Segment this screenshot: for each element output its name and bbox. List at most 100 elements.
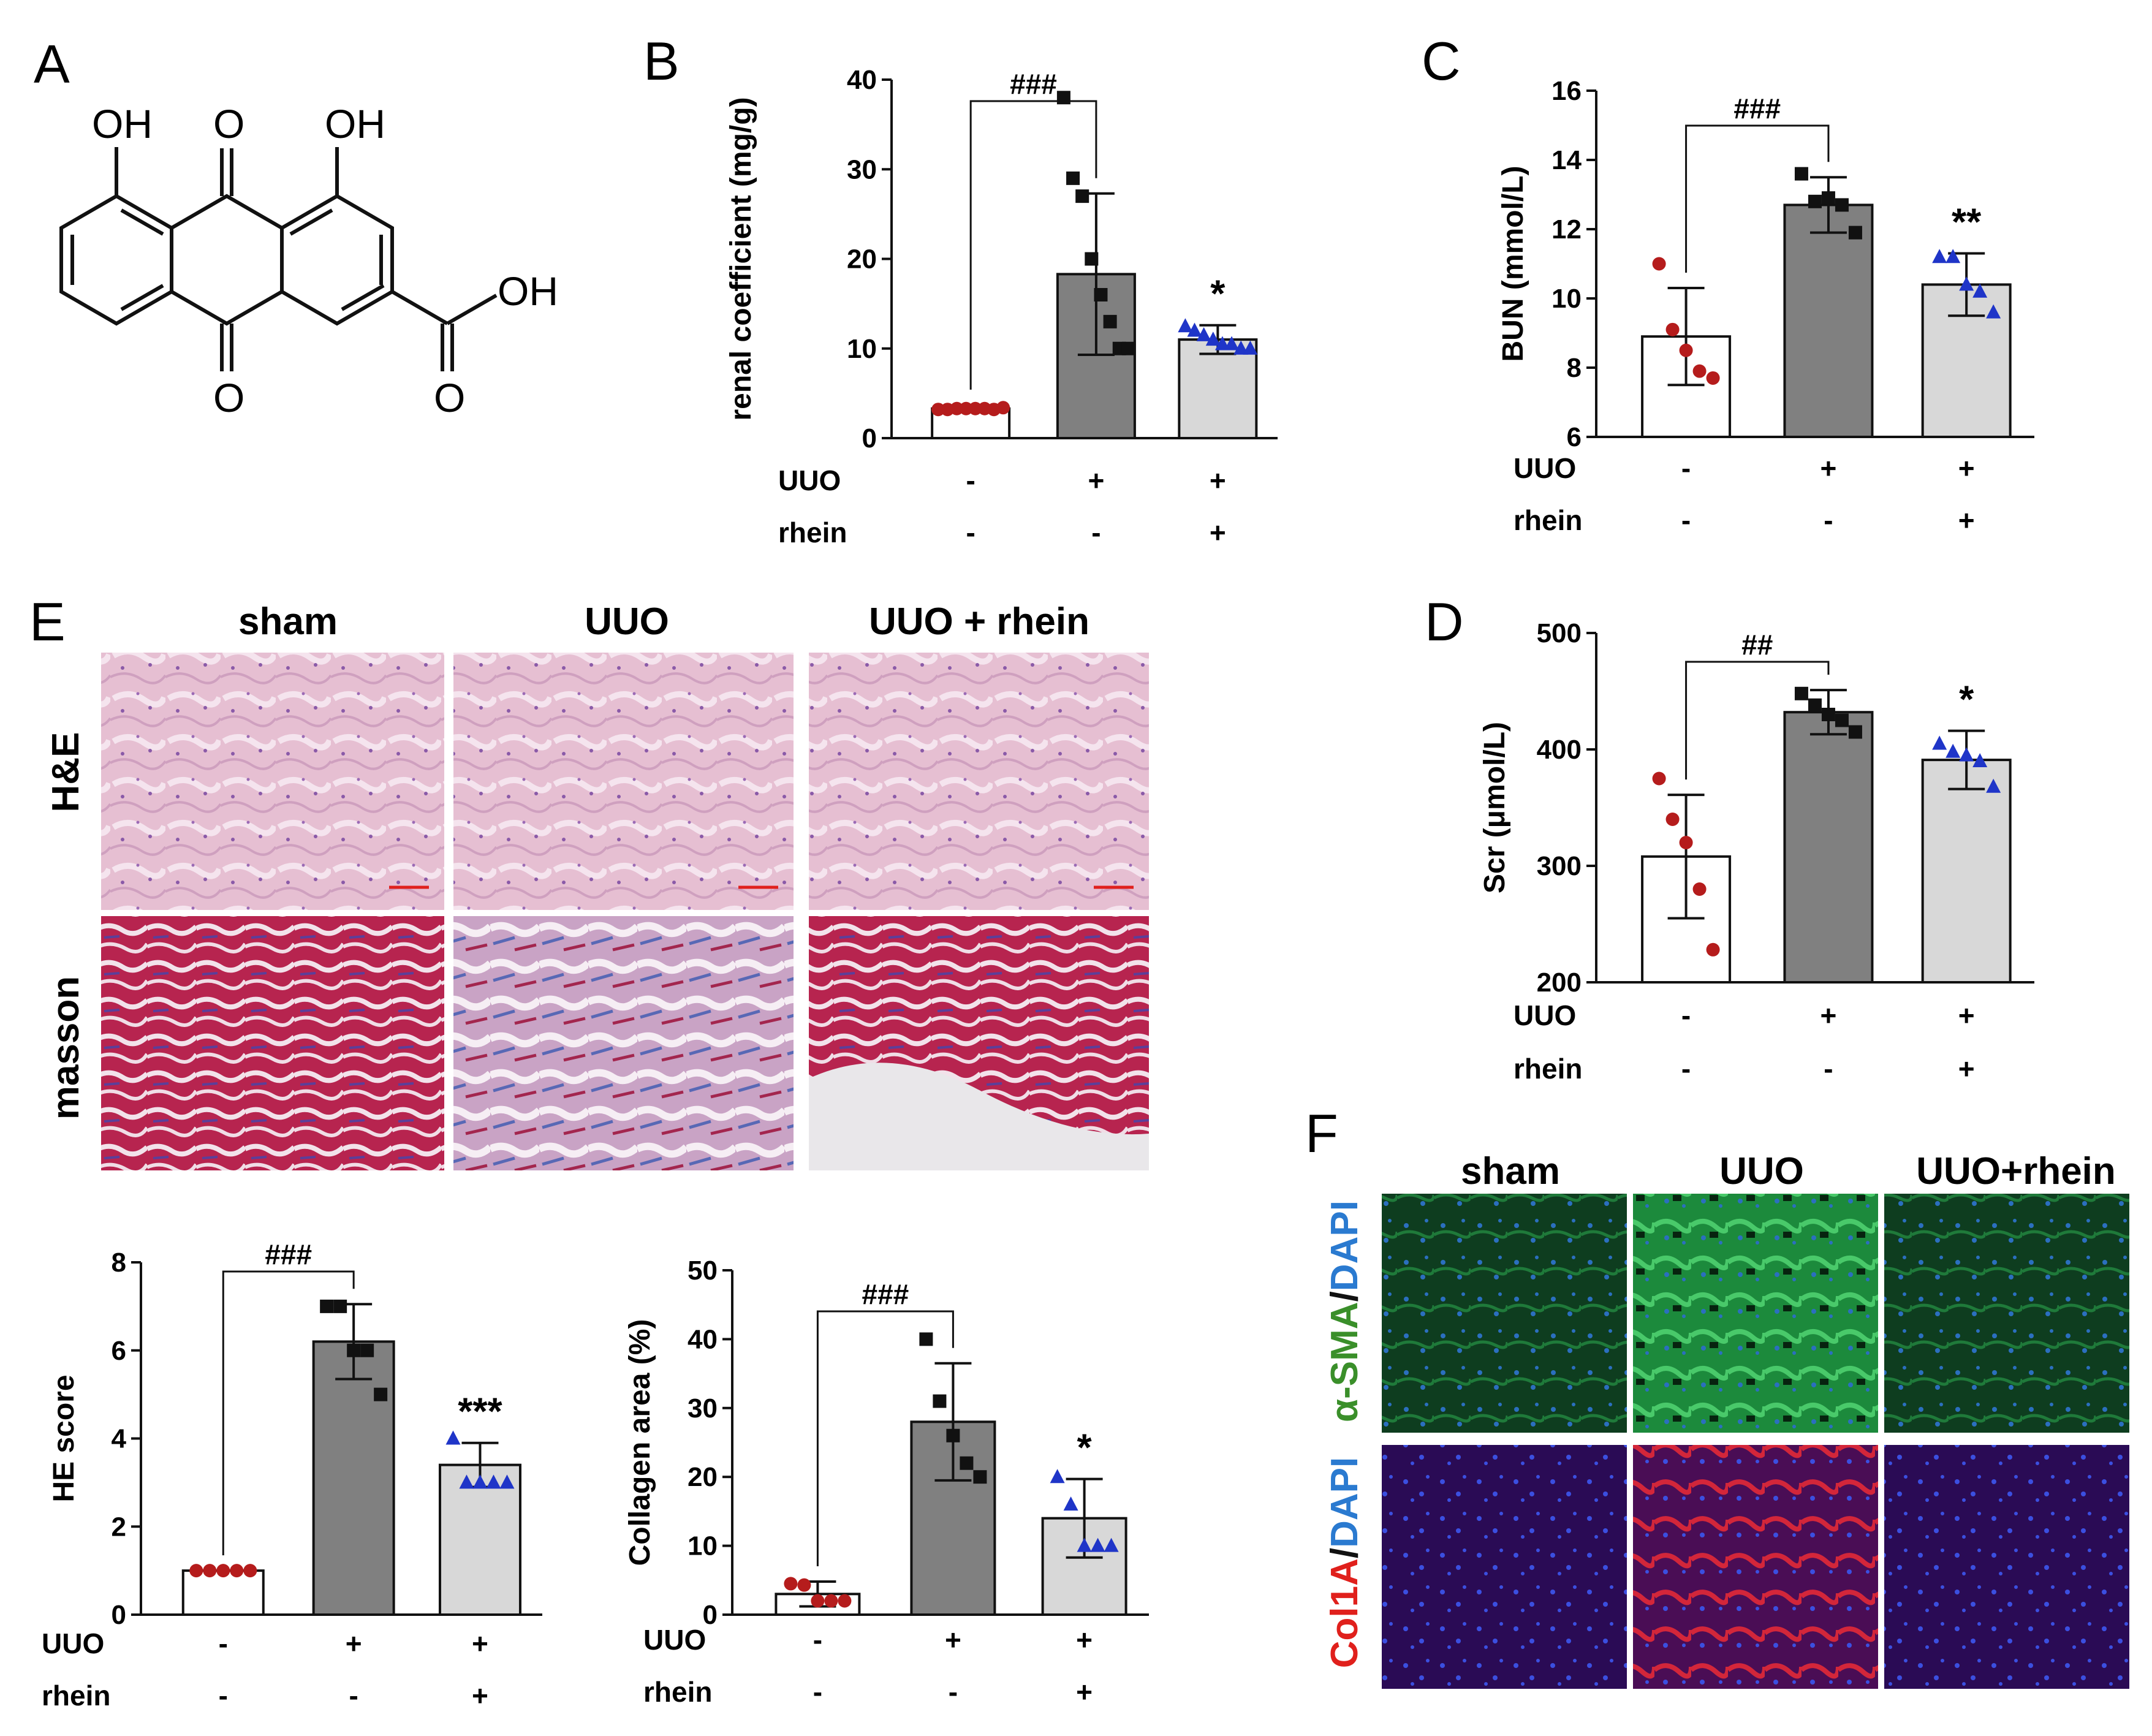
data-point bbox=[1063, 1496, 1078, 1511]
chart-scr: 200 300 400 500 Scr (μmol/L) ## * UUO rhein - + + - -… bbox=[1479, 618, 2034, 1085]
condition-label-uuo: UUO bbox=[1514, 999, 1576, 1031]
data-point bbox=[946, 1428, 960, 1442]
condition-rhein-value: + bbox=[1076, 1676, 1093, 1708]
data-point bbox=[1085, 252, 1099, 266]
chart-he-score: 0 2 4 6 8 HE score ### *** UUO rhein - + + - - + bbox=[42, 1238, 542, 1711]
data-point bbox=[1946, 743, 1961, 758]
data-point bbox=[1794, 167, 1808, 181]
data-point bbox=[950, 401, 964, 415]
data-point bbox=[1706, 942, 1720, 957]
data-point bbox=[1692, 364, 1707, 378]
data-point bbox=[1652, 257, 1666, 271]
data-point bbox=[1986, 304, 2001, 319]
chart-renal-coefficient: 0 10 20 30 40 renal coefficient (mg/g) ### * UUO… bbox=[725, 65, 1278, 548]
condition-uuo-value: + bbox=[346, 1628, 362, 1659]
masson-images bbox=[101, 916, 1149, 1170]
y-tick-label: 0 bbox=[703, 1600, 718, 1630]
data-point bbox=[838, 1594, 852, 1608]
data-point bbox=[1932, 249, 1947, 263]
significance-bracket bbox=[1685, 124, 1830, 273]
data-point bbox=[1103, 314, 1117, 328]
data-point bbox=[1835, 713, 1849, 727]
if-col-uuo-rhein: UUO+rhein bbox=[1916, 1150, 2116, 1192]
y-tick-label: 8 bbox=[112, 1248, 126, 1278]
y-tick-label: 200 bbox=[1537, 968, 1582, 998]
y-tick-label: 4 bbox=[112, 1424, 127, 1454]
significance-label-rhein: * bbox=[1077, 1427, 1093, 1469]
data-point bbox=[1679, 836, 1693, 849]
condition-rhein-value: - bbox=[949, 1676, 958, 1708]
data-point bbox=[1665, 322, 1680, 336]
if-images bbox=[1382, 1194, 2129, 1689]
y-tick-label: 0 bbox=[112, 1600, 126, 1630]
data-point bbox=[1075, 189, 1089, 203]
y-axis-title: Scr (μmol/L) bbox=[1479, 722, 1511, 893]
data-point bbox=[459, 1474, 474, 1489]
condition-uuo-value: + bbox=[1076, 1624, 1093, 1656]
y-tick-label: 0 bbox=[862, 423, 877, 453]
y-tick-label: 500 bbox=[1537, 618, 1582, 648]
data-point bbox=[1205, 332, 1221, 346]
mol-oh-acid: OH bbox=[498, 268, 558, 314]
data-point bbox=[1821, 191, 1835, 205]
condition-label-rhein: rhein bbox=[643, 1676, 712, 1708]
y-tick-label: 300 bbox=[1537, 851, 1582, 881]
condition-rhein-value: + bbox=[1958, 504, 1975, 536]
mol-o-top: O bbox=[213, 101, 244, 146]
data-point bbox=[230, 1564, 244, 1578]
mol-oh-left: OH bbox=[92, 101, 153, 146]
y-tick-label: 400 bbox=[1537, 735, 1582, 765]
data-point bbox=[996, 401, 1010, 415]
he-image-sham bbox=[101, 653, 444, 910]
histology-col-uuo-rhein: UUO + rhein bbox=[869, 601, 1089, 643]
condition-uuo-value: + bbox=[1820, 999, 1837, 1031]
panel-e-label: E bbox=[29, 591, 66, 652]
data-point bbox=[1986, 778, 2001, 793]
y-axis-title: Collagen area (%) bbox=[624, 1319, 656, 1566]
bar-UUO+rhein bbox=[1921, 759, 2012, 984]
significance-bracket bbox=[222, 1270, 355, 1556]
he-image-uuo-rhein bbox=[809, 653, 1149, 910]
data-point bbox=[931, 403, 945, 417]
y-tick-label: 6 bbox=[112, 1336, 126, 1366]
significance-label-uuo: ### bbox=[1733, 93, 1781, 124]
panel-c-label: C bbox=[1422, 31, 1461, 91]
significance-bracket bbox=[816, 1310, 954, 1567]
data-point bbox=[445, 1430, 461, 1445]
y-tick-label: 14 bbox=[1551, 145, 1582, 175]
y-tick-label: 12 bbox=[1551, 214, 1582, 244]
panel-a-label: A bbox=[34, 34, 70, 94]
histology-row-he: H&E bbox=[45, 732, 87, 813]
data-point bbox=[1932, 735, 1947, 750]
data-point bbox=[1090, 1537, 1105, 1552]
bar-UUO+rhein bbox=[1178, 338, 1258, 439]
condition-label-rhein: rhein bbox=[42, 1680, 110, 1711]
data-point bbox=[1706, 371, 1720, 385]
y-tick-label: 20 bbox=[847, 244, 877, 275]
data-point bbox=[1196, 327, 1211, 341]
data-point bbox=[1808, 194, 1822, 208]
condition-rhein-value: - bbox=[966, 517, 975, 548]
data-point bbox=[1652, 771, 1666, 786]
y-tick-label: 30 bbox=[688, 1393, 718, 1423]
condition-uuo-value: + bbox=[472, 1628, 488, 1659]
data-point bbox=[216, 1564, 230, 1578]
data-point bbox=[1835, 198, 1849, 212]
data-point bbox=[1959, 276, 1974, 291]
chart-bun: 6 8 10 12 14 16 BUN (mmol/L) ### ** UUO rhein - + + - -… bbox=[1497, 76, 2034, 536]
data-point bbox=[1066, 171, 1080, 185]
condition-rhein-value: - bbox=[1681, 504, 1691, 536]
data-point bbox=[1665, 813, 1680, 826]
condition-uuo-value: + bbox=[1088, 464, 1104, 496]
if-col-sham: sham bbox=[1461, 1150, 1560, 1192]
y-tick-label: 50 bbox=[688, 1256, 718, 1286]
condition-rhein-value: - bbox=[1824, 504, 1833, 536]
significance-label-rhein: * bbox=[1959, 679, 1974, 721]
condition-label-uuo: UUO bbox=[42, 1628, 104, 1659]
if-asma-sham bbox=[1382, 1194, 1627, 1433]
condition-rhein-value: - bbox=[1824, 1053, 1833, 1085]
significance-label-rhein: ** bbox=[1952, 202, 1982, 244]
y-axis-title: HE score bbox=[48, 1374, 80, 1502]
label-asma-part: α-SMA bbox=[1324, 1302, 1366, 1422]
